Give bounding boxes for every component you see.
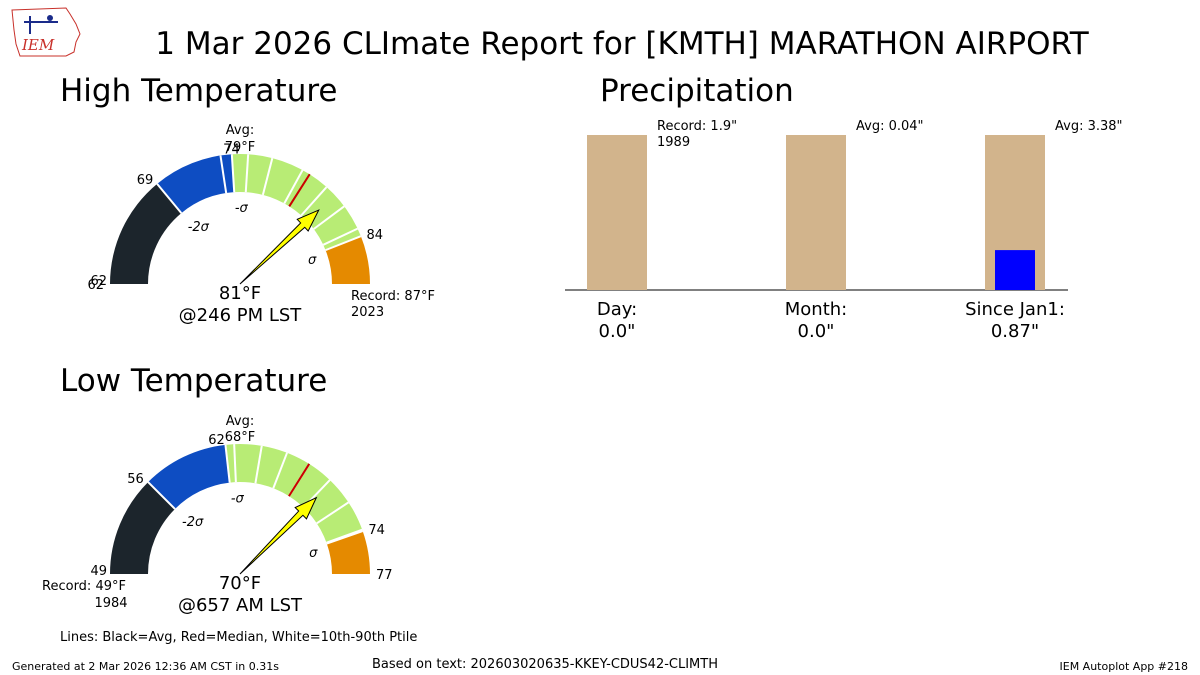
high-percentile-line-3 [283, 169, 304, 204]
legend-note: Lines: Black=Avg, Red=Median, White=10th… [60, 630, 417, 645]
precip-avg-bar [786, 135, 846, 290]
high-record-year: 2023 [351, 305, 384, 320]
precip-observed-bar [995, 250, 1035, 290]
iem-logo: IEM [11, 7, 81, 57]
generated-footer: Generated at 2 Mar 2026 12:36 AM CST in … [12, 660, 279, 673]
precip-annotation: Avg: 3.38" [1055, 119, 1123, 134]
precip-observed-label: 0.0" [599, 321, 636, 342]
low-record-year: 1984 [94, 596, 127, 611]
low-temp-gauge: 56 62 74 77 49 -2σ -σ σ [90, 433, 392, 583]
high-sigma-line-0 [156, 183, 183, 214]
high-band-above-1sigma [325, 236, 370, 284]
low-sigma-label: σ [309, 546, 318, 561]
precip-category-label: Month: [785, 299, 847, 320]
low-sigma-line-2 [326, 530, 364, 545]
high-needle [239, 209, 320, 285]
high-temp-gauge: 62 69 74 84 62 -2σ -σ σ [87, 142, 383, 293]
low-band-below-2sigma [110, 482, 175, 574]
precip-category-label: Since Jan1: [965, 299, 1065, 320]
low-percentile-line-0 [233, 444, 237, 483]
page-title: 1 Mar 2026 CLImate Report for [KMTH] MAR… [155, 26, 1089, 62]
high-tick-label-min: 62 [90, 274, 107, 289]
high-temp-time: @246 PM LST [179, 305, 303, 326]
low-tick-label: 56 [127, 472, 144, 487]
precip-observed-label: 0.0" [798, 321, 835, 342]
low-sigma-line-1 [224, 444, 231, 483]
high-avg-value: 79°F [225, 140, 256, 155]
high-tick-label: 84 [366, 228, 383, 243]
high-temp-value: 81°F [219, 283, 261, 304]
low-sigma-label: -σ [231, 492, 245, 507]
precip-annotation: Avg: 0.04" [856, 119, 924, 134]
high-percentile-line-6 [322, 227, 359, 246]
low-band-below-1sigma [148, 444, 230, 509]
high-percentile-line-0 [219, 155, 228, 194]
high-percentile-line-5 [313, 205, 345, 230]
precip-avg-bar [587, 135, 647, 290]
high-avg-label: Avg: [226, 123, 254, 138]
low-needle [239, 496, 318, 575]
low-record-label: Record: 49°F [42, 579, 126, 594]
low-band-above-1sigma [326, 531, 370, 574]
high-band-below-2sigma [110, 183, 182, 284]
low-sigma-label: -2σ [182, 515, 204, 530]
high-percentile-line-1 [244, 154, 250, 193]
high-record-label: Record: 87°F [351, 289, 435, 304]
high-percentile-line-2 [261, 157, 274, 196]
app-footer: IEM Autoplot App #218 [1060, 660, 1189, 673]
low-percentile-line-2 [272, 452, 288, 489]
high-tick-label: 69 [137, 173, 154, 188]
low-tick-label: 62 [208, 433, 225, 448]
low-percentile-line-5 [316, 501, 350, 525]
low-percentile-line-1 [254, 445, 263, 484]
low-tick-label-min: 49 [90, 564, 107, 579]
high-percentile-line-4 [300, 186, 328, 217]
high-tick-label: 74 [223, 142, 240, 157]
high-band-below-1sigma [157, 154, 235, 214]
low-tick-label: 77 [376, 568, 393, 583]
high-sigma-line-2 [325, 235, 362, 252]
precip-annotation: Record: 1.9" [657, 119, 737, 134]
high-tick-label: 62 [87, 278, 104, 293]
low-temp-title: Low Temperature [60, 363, 327, 399]
low-avg-value: 68°F [225, 430, 256, 445]
based-on-footer: Based on text: 202603020635-KKEY-CDUS42-… [372, 657, 718, 672]
low-sigma-line-0 [147, 481, 176, 510]
logo-text: IEM [21, 36, 55, 54]
precip-observed-label: 0.87" [991, 321, 1039, 342]
high-sigma-label: σ [308, 253, 317, 268]
precip-category-label: Day: [597, 299, 637, 320]
low-temp-value: 70°F [219, 573, 261, 594]
high-band-normal [231, 154, 361, 251]
high-sigma-label: -σ [235, 201, 249, 216]
high-temp-title: High Temperature [60, 73, 337, 109]
high-sigma-label: -2σ [188, 220, 210, 235]
low-band-normal [225, 444, 363, 544]
high-median-line [288, 173, 311, 207]
low-avg-label: Avg: [226, 414, 254, 429]
low-temp-time: @657 AM LST [178, 595, 303, 616]
high-sigma-line-1 [230, 154, 236, 193]
low-percentile-line-6 [326, 528, 363, 544]
low-tick-label: 74 [368, 523, 385, 538]
precip-annotation: 1989 [657, 135, 690, 150]
low-median-line [288, 463, 311, 497]
precip-title: Precipitation [600, 73, 794, 109]
